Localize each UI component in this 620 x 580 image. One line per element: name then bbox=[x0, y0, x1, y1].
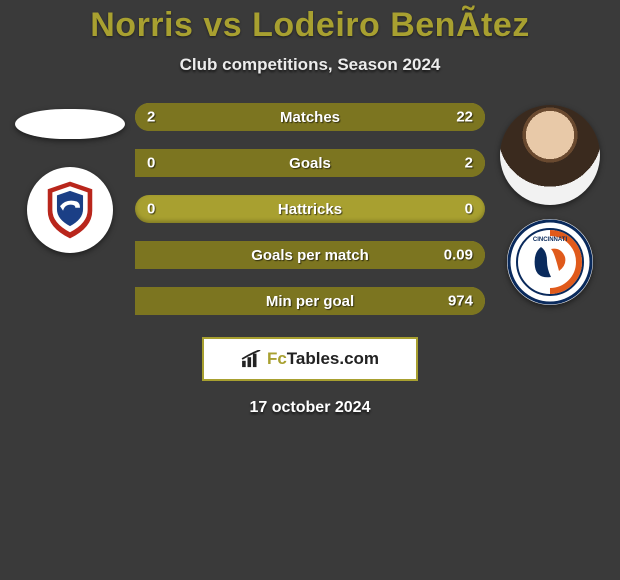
page-title: Norris vs Lodeiro BenÃ­tez bbox=[0, 6, 620, 45]
stat-label: Matches bbox=[280, 109, 340, 126]
stat-bar: Min per goal 974 bbox=[135, 287, 485, 315]
brand-rest: Tables.com bbox=[287, 349, 379, 368]
stat-bar: 2 Matches 22 bbox=[135, 103, 485, 131]
stat-value-right: 974 bbox=[448, 293, 473, 310]
stat-label: Hattricks bbox=[278, 201, 342, 218]
svg-text:CINCINNATI: CINCINNATI bbox=[533, 237, 568, 243]
left-club-badge bbox=[27, 167, 113, 253]
page-subtitle: Club competitions, Season 2024 bbox=[0, 55, 620, 75]
brand-prefix: Fc bbox=[267, 349, 287, 368]
stat-value-left: 0 bbox=[147, 201, 155, 218]
stat-label: Goals per match bbox=[251, 247, 369, 264]
left-player-avatar bbox=[15, 109, 125, 139]
stat-value-left: 0 bbox=[147, 155, 155, 172]
stat-bars: 2 Matches 22 0 Goals 2 0 Hattricks 0 Goals per ma… bbox=[135, 103, 485, 315]
brand-text: FcTables.com bbox=[267, 349, 379, 369]
fc-dallas-icon bbox=[37, 177, 103, 243]
stat-value-right: 22 bbox=[456, 109, 473, 126]
stat-bar: 0 Goals 2 bbox=[135, 149, 485, 177]
right-player-avatar bbox=[500, 105, 600, 205]
bar-chart-icon bbox=[241, 350, 263, 368]
stat-bar: Goals per match 0.09 bbox=[135, 241, 485, 269]
stat-label: Goals bbox=[289, 155, 331, 172]
stat-value-right: 0.09 bbox=[444, 247, 473, 264]
stat-label: Min per goal bbox=[266, 293, 354, 310]
stat-value-right: 2 bbox=[465, 155, 473, 172]
stat-value-right: 0 bbox=[465, 201, 473, 218]
right-club-badge: CINCINNATI bbox=[507, 219, 593, 305]
footer-date: 17 october 2024 bbox=[0, 399, 620, 417]
fc-cincinnati-icon: CINCINNATI bbox=[507, 219, 593, 305]
right-player-column: CINCINNATI bbox=[491, 103, 609, 305]
stat-value-left: 2 bbox=[147, 109, 155, 126]
comparison-card: Norris vs Lodeiro BenÃ­tez Club competit… bbox=[0, 0, 620, 417]
content-row: 2 Matches 22 0 Goals 2 0 Hattricks 0 Goals per ma… bbox=[0, 103, 620, 315]
brand-badge: FcTables.com bbox=[202, 337, 418, 381]
stat-bar: 0 Hattricks 0 bbox=[135, 195, 485, 223]
left-player-column bbox=[11, 103, 129, 253]
